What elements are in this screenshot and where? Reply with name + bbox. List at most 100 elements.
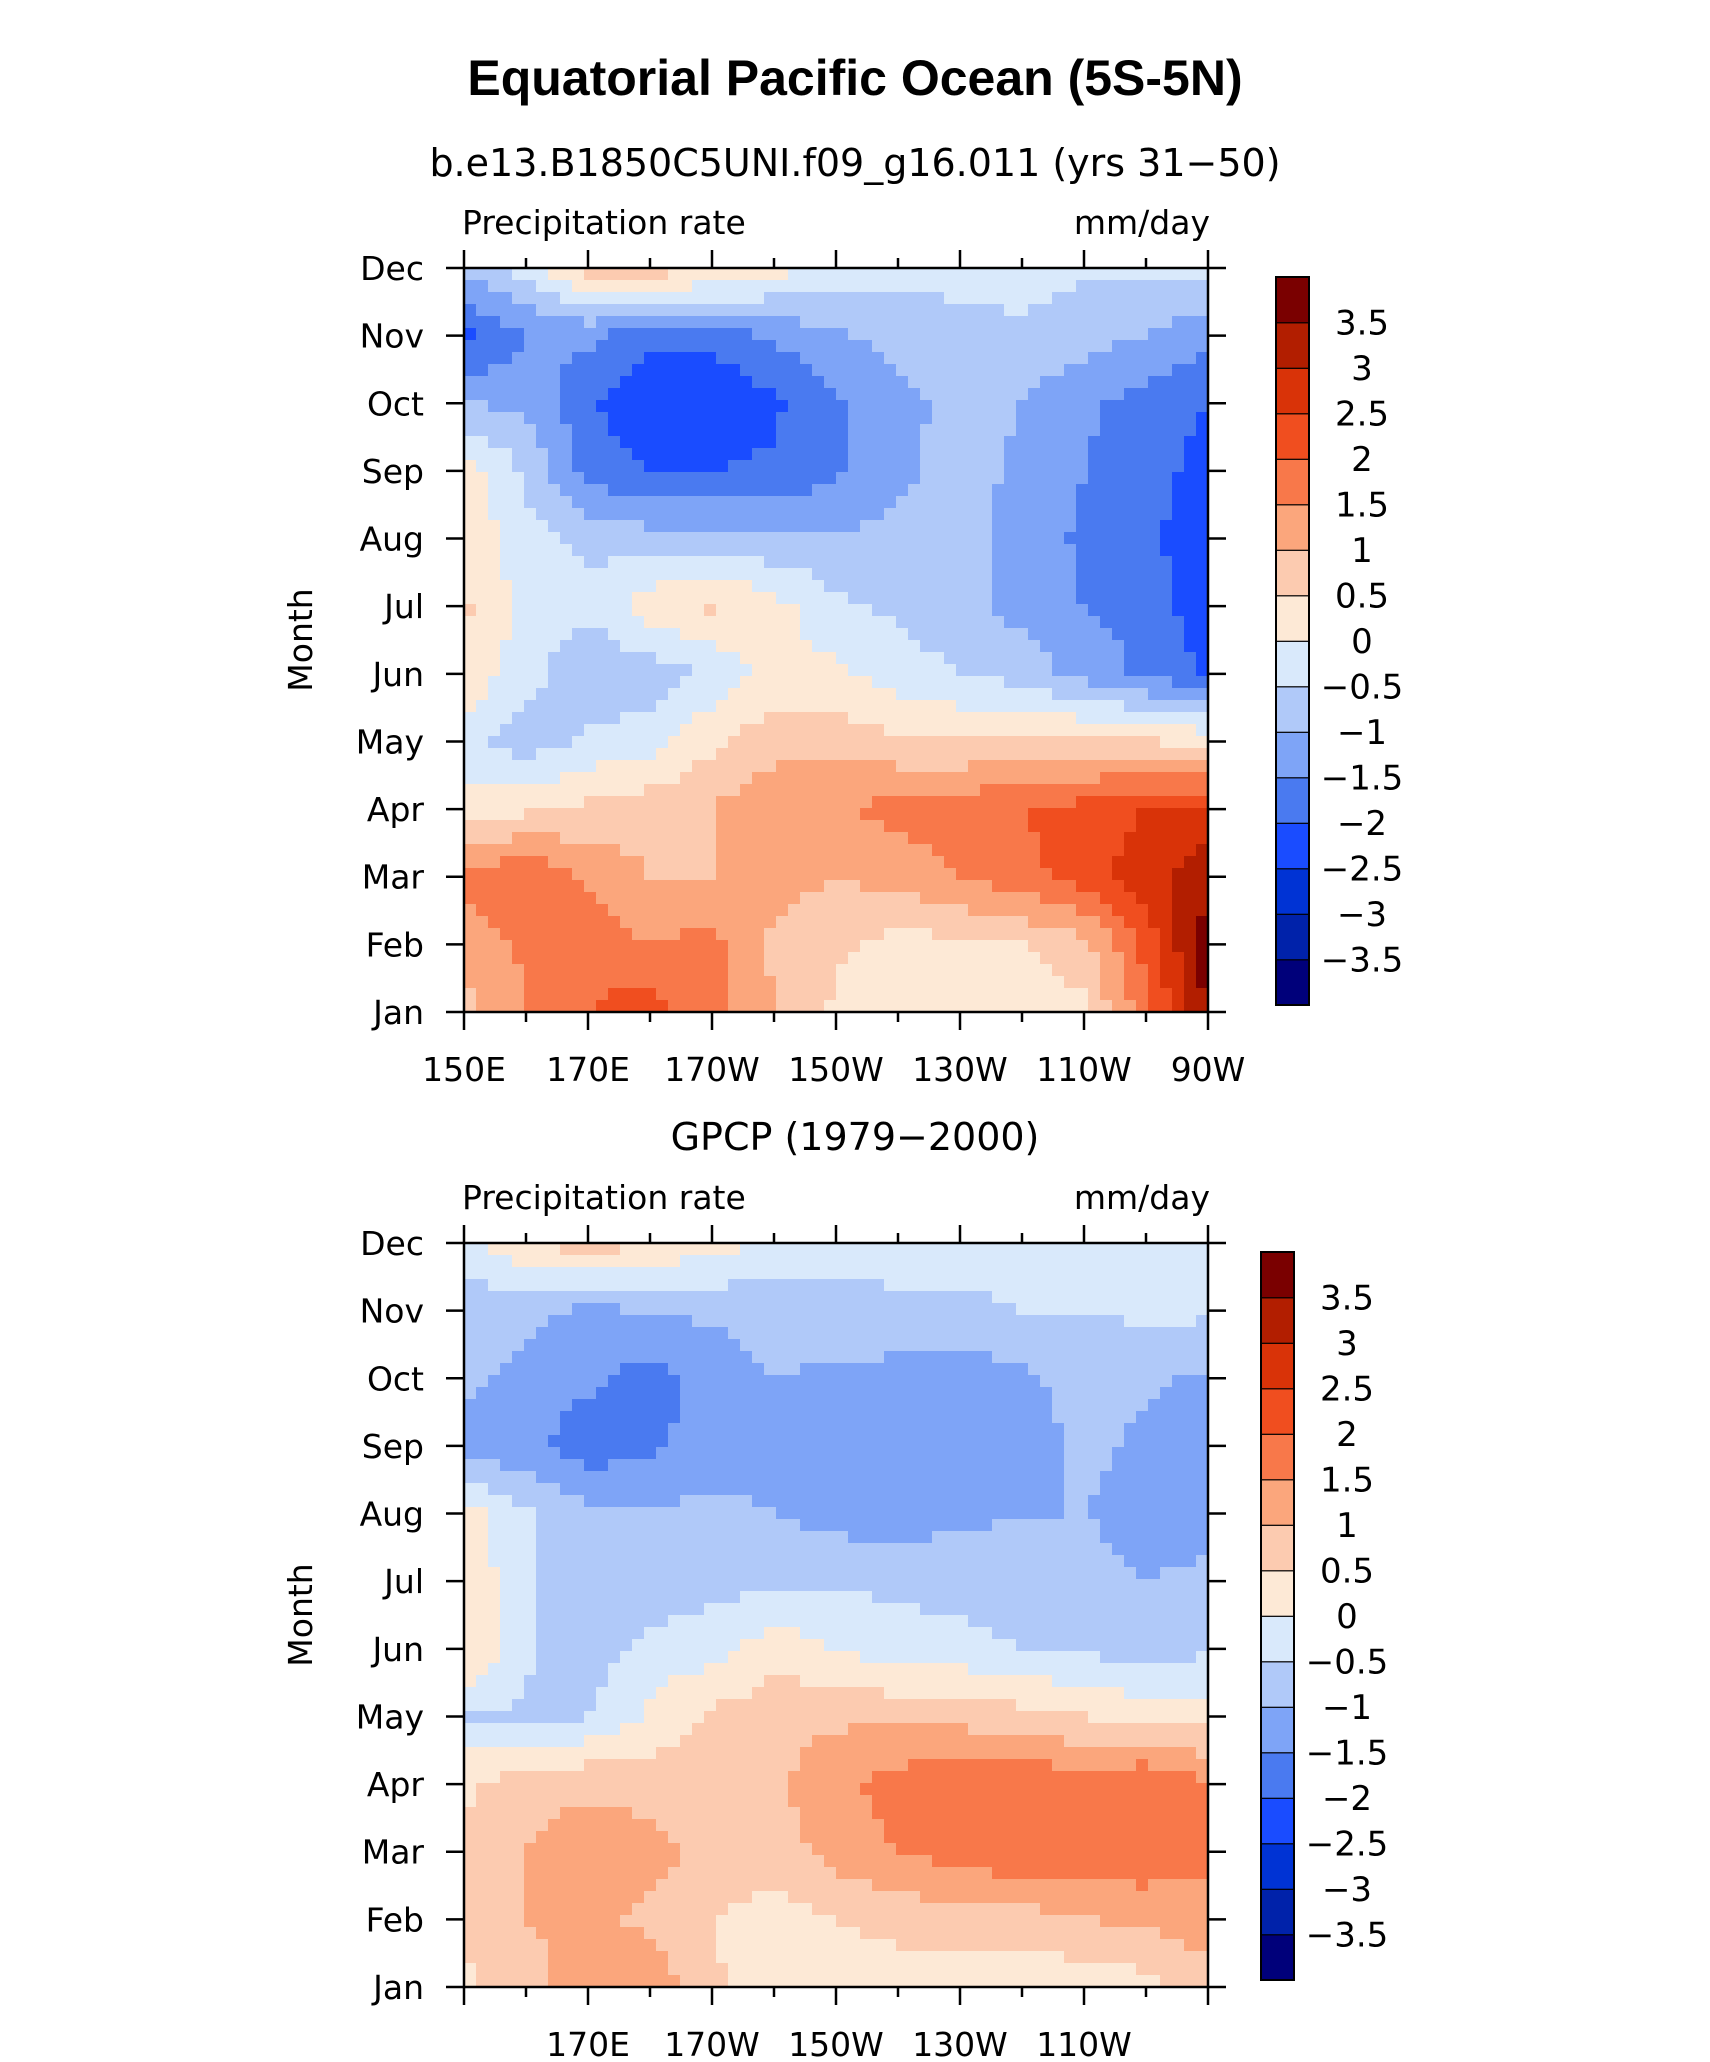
contour-cell <box>1136 832 1149 845</box>
contour-cell <box>584 412 597 425</box>
contour-cell <box>824 436 837 449</box>
contour-cell <box>1004 472 1017 485</box>
contour-cell <box>1004 508 1017 521</box>
contour-cell <box>908 724 921 737</box>
contour-cell <box>1124 1375 1137 1388</box>
contour-cell <box>908 784 921 797</box>
contour-cell <box>728 724 741 737</box>
contour-cell <box>464 1339 477 1352</box>
contour-cell <box>848 832 861 845</box>
contour-cell <box>980 436 993 449</box>
contour-cell <box>1100 736 1113 749</box>
contour-cell <box>896 1279 909 1292</box>
contour-cell <box>1136 1327 1149 1340</box>
contour-cell <box>608 280 621 293</box>
contour-cell <box>932 340 945 353</box>
contour-cell <box>908 1435 921 1448</box>
contour-cell <box>788 760 801 773</box>
contour-cell <box>1172 544 1185 557</box>
contour-cell <box>620 1267 633 1280</box>
contour-cell <box>1064 628 1077 641</box>
contour-cell <box>776 1327 789 1340</box>
contour-cell <box>644 604 657 617</box>
contour-cell <box>872 916 885 929</box>
contour-cell <box>752 1435 765 1448</box>
contour-cell <box>1112 1351 1125 1364</box>
contour-cell <box>872 328 885 341</box>
contour-cell <box>752 892 765 905</box>
contour-cell <box>656 388 669 401</box>
contour-cell <box>1196 1411 1209 1424</box>
contour-cell <box>1136 604 1149 617</box>
contour-cell <box>656 952 669 965</box>
contour-cell <box>1112 748 1125 761</box>
contour-cell <box>980 364 993 377</box>
contour-cell <box>932 580 945 593</box>
contour-cell <box>1064 736 1077 749</box>
contour-cell <box>548 868 561 881</box>
colorbar-label: −1.5 <box>1321 759 1404 799</box>
contour-cell <box>584 424 597 437</box>
contour-cell <box>1112 484 1125 497</box>
contour-cell <box>776 892 789 905</box>
contour-cell <box>1064 1315 1077 1328</box>
contour-cell <box>824 628 837 641</box>
contour-cell <box>584 316 597 329</box>
contour-cell <box>884 652 897 665</box>
contour-cell <box>1196 1000 1209 1013</box>
contour-cell <box>548 352 561 365</box>
contour-cell <box>1064 1327 1077 1340</box>
contour-cell <box>1160 436 1173 449</box>
contour-cell <box>1148 580 1161 593</box>
contour-cell <box>1136 628 1149 641</box>
contour-cell <box>836 364 849 377</box>
contour-cell <box>728 508 741 521</box>
colorbar-bin <box>1275 321 1310 369</box>
contour-cell <box>824 592 837 605</box>
contour-cell <box>908 940 921 953</box>
contour-cell <box>716 424 729 437</box>
contour-cell <box>668 544 681 557</box>
contour-cell <box>764 448 777 461</box>
contour-cell <box>944 988 957 1001</box>
contour-cell <box>908 568 921 581</box>
contour-cell <box>980 1387 993 1400</box>
contour-cell <box>896 724 909 737</box>
contour-cell <box>524 916 537 929</box>
contour-cell <box>848 544 861 557</box>
contour-cell <box>764 328 777 341</box>
contour-cell <box>1004 304 1017 317</box>
colorbar-bin <box>1275 822 1310 870</box>
contour-cell <box>1160 820 1173 833</box>
contour-cell <box>464 928 477 941</box>
contour-cell <box>500 352 513 365</box>
contour-cell <box>956 616 969 629</box>
contour-cell <box>1124 796 1137 809</box>
contour-cell <box>716 1279 729 1292</box>
contour-cell <box>1196 1243 1209 1256</box>
contour-cell <box>1052 856 1065 869</box>
contour-cell <box>668 868 681 881</box>
contour-cell <box>584 448 597 461</box>
contour-cell <box>956 1339 969 1352</box>
contour-cell <box>908 304 921 317</box>
contour-cell <box>500 520 513 533</box>
contour-cell <box>908 400 921 413</box>
contour-cell <box>596 508 609 521</box>
contour-cell <box>476 340 489 353</box>
contour-cell <box>704 1303 717 1316</box>
contour-cell <box>1184 904 1197 917</box>
contour-cell <box>1112 436 1125 449</box>
contour-cell <box>1100 1327 1113 1340</box>
contour-cell <box>1172 472 1185 485</box>
contour-cell <box>1196 292 1209 305</box>
contour-cell <box>764 772 777 785</box>
contour-cell <box>848 448 861 461</box>
contour-cell <box>716 1291 729 1304</box>
contour-cell <box>728 940 741 953</box>
contour-cell <box>1016 568 1029 581</box>
contour-cell <box>764 628 777 641</box>
contour-cell <box>464 448 477 461</box>
contour-cell <box>800 928 813 941</box>
contour-cell <box>752 1291 765 1304</box>
